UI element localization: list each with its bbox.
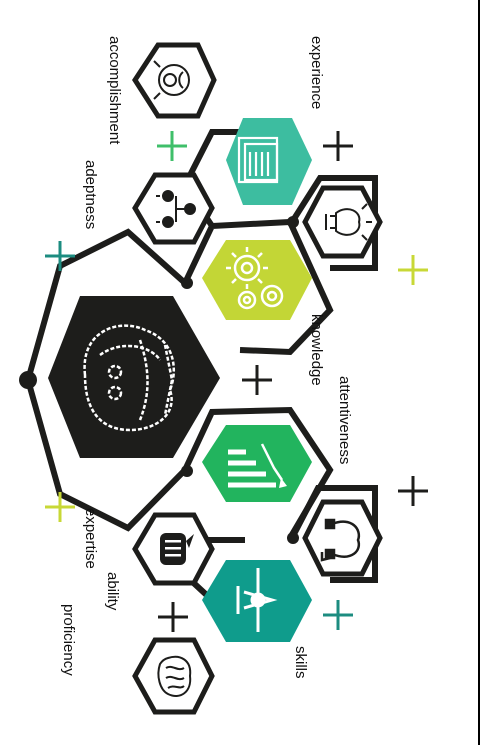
plus-sign <box>398 255 428 285</box>
junction-dot-headset <box>287 532 299 544</box>
org-chart-icon <box>156 190 196 228</box>
airplane-icon <box>236 568 278 632</box>
lightbulb-icon <box>325 203 372 241</box>
label-skills: skills <box>292 646 309 679</box>
plus-sign <box>45 241 75 271</box>
gears-icon <box>226 247 284 310</box>
target-person-icon <box>153 60 190 100</box>
label-ability: ability <box>104 572 121 611</box>
knowledge-frame <box>182 218 334 356</box>
plus-sign <box>323 600 353 630</box>
label-attentiveness: attentiveness <box>336 376 353 464</box>
label-proficiency: proficiency <box>60 604 77 676</box>
junction-dot-left <box>19 371 37 389</box>
target-person-hexagon <box>132 42 217 119</box>
label-adeptness: adeptness <box>82 160 99 229</box>
label-expertise: expertise <box>82 508 99 569</box>
headset-hexagon <box>302 499 383 577</box>
plus-sign <box>157 131 187 161</box>
label-experience: experience <box>308 36 325 109</box>
plus-sign <box>242 365 272 395</box>
chart-arrow-icon <box>228 443 287 488</box>
robot-head-icon <box>83 324 176 432</box>
junction-dot-attentiveness <box>181 465 193 477</box>
documents-icon <box>237 136 279 184</box>
org-chart-hexagon <box>132 172 215 245</box>
junction-dot-knowledge <box>181 277 193 289</box>
lightbulb-hexagon <box>302 185 383 259</box>
brain-icon <box>157 655 192 697</box>
headset-frame <box>289 485 378 583</box>
speech-bubble-icon <box>160 533 194 565</box>
plus-sign <box>45 492 75 522</box>
gears-hexagon <box>202 240 312 320</box>
headset-icon <box>320 518 361 562</box>
brain-hexagon <box>132 637 215 715</box>
junction-dot-lightbulb <box>287 216 299 228</box>
plus-sign <box>158 602 188 632</box>
chart-arrow-hexagon <box>202 425 312 502</box>
label-knowledge: knowledge <box>308 314 325 386</box>
lightbulb-frame <box>289 175 378 271</box>
central-hexagon <box>48 296 220 458</box>
label-accomplishment: accomplishment <box>106 36 123 145</box>
plus-sign <box>323 131 353 161</box>
plus-sign <box>398 476 428 506</box>
plus-signs <box>45 131 428 632</box>
